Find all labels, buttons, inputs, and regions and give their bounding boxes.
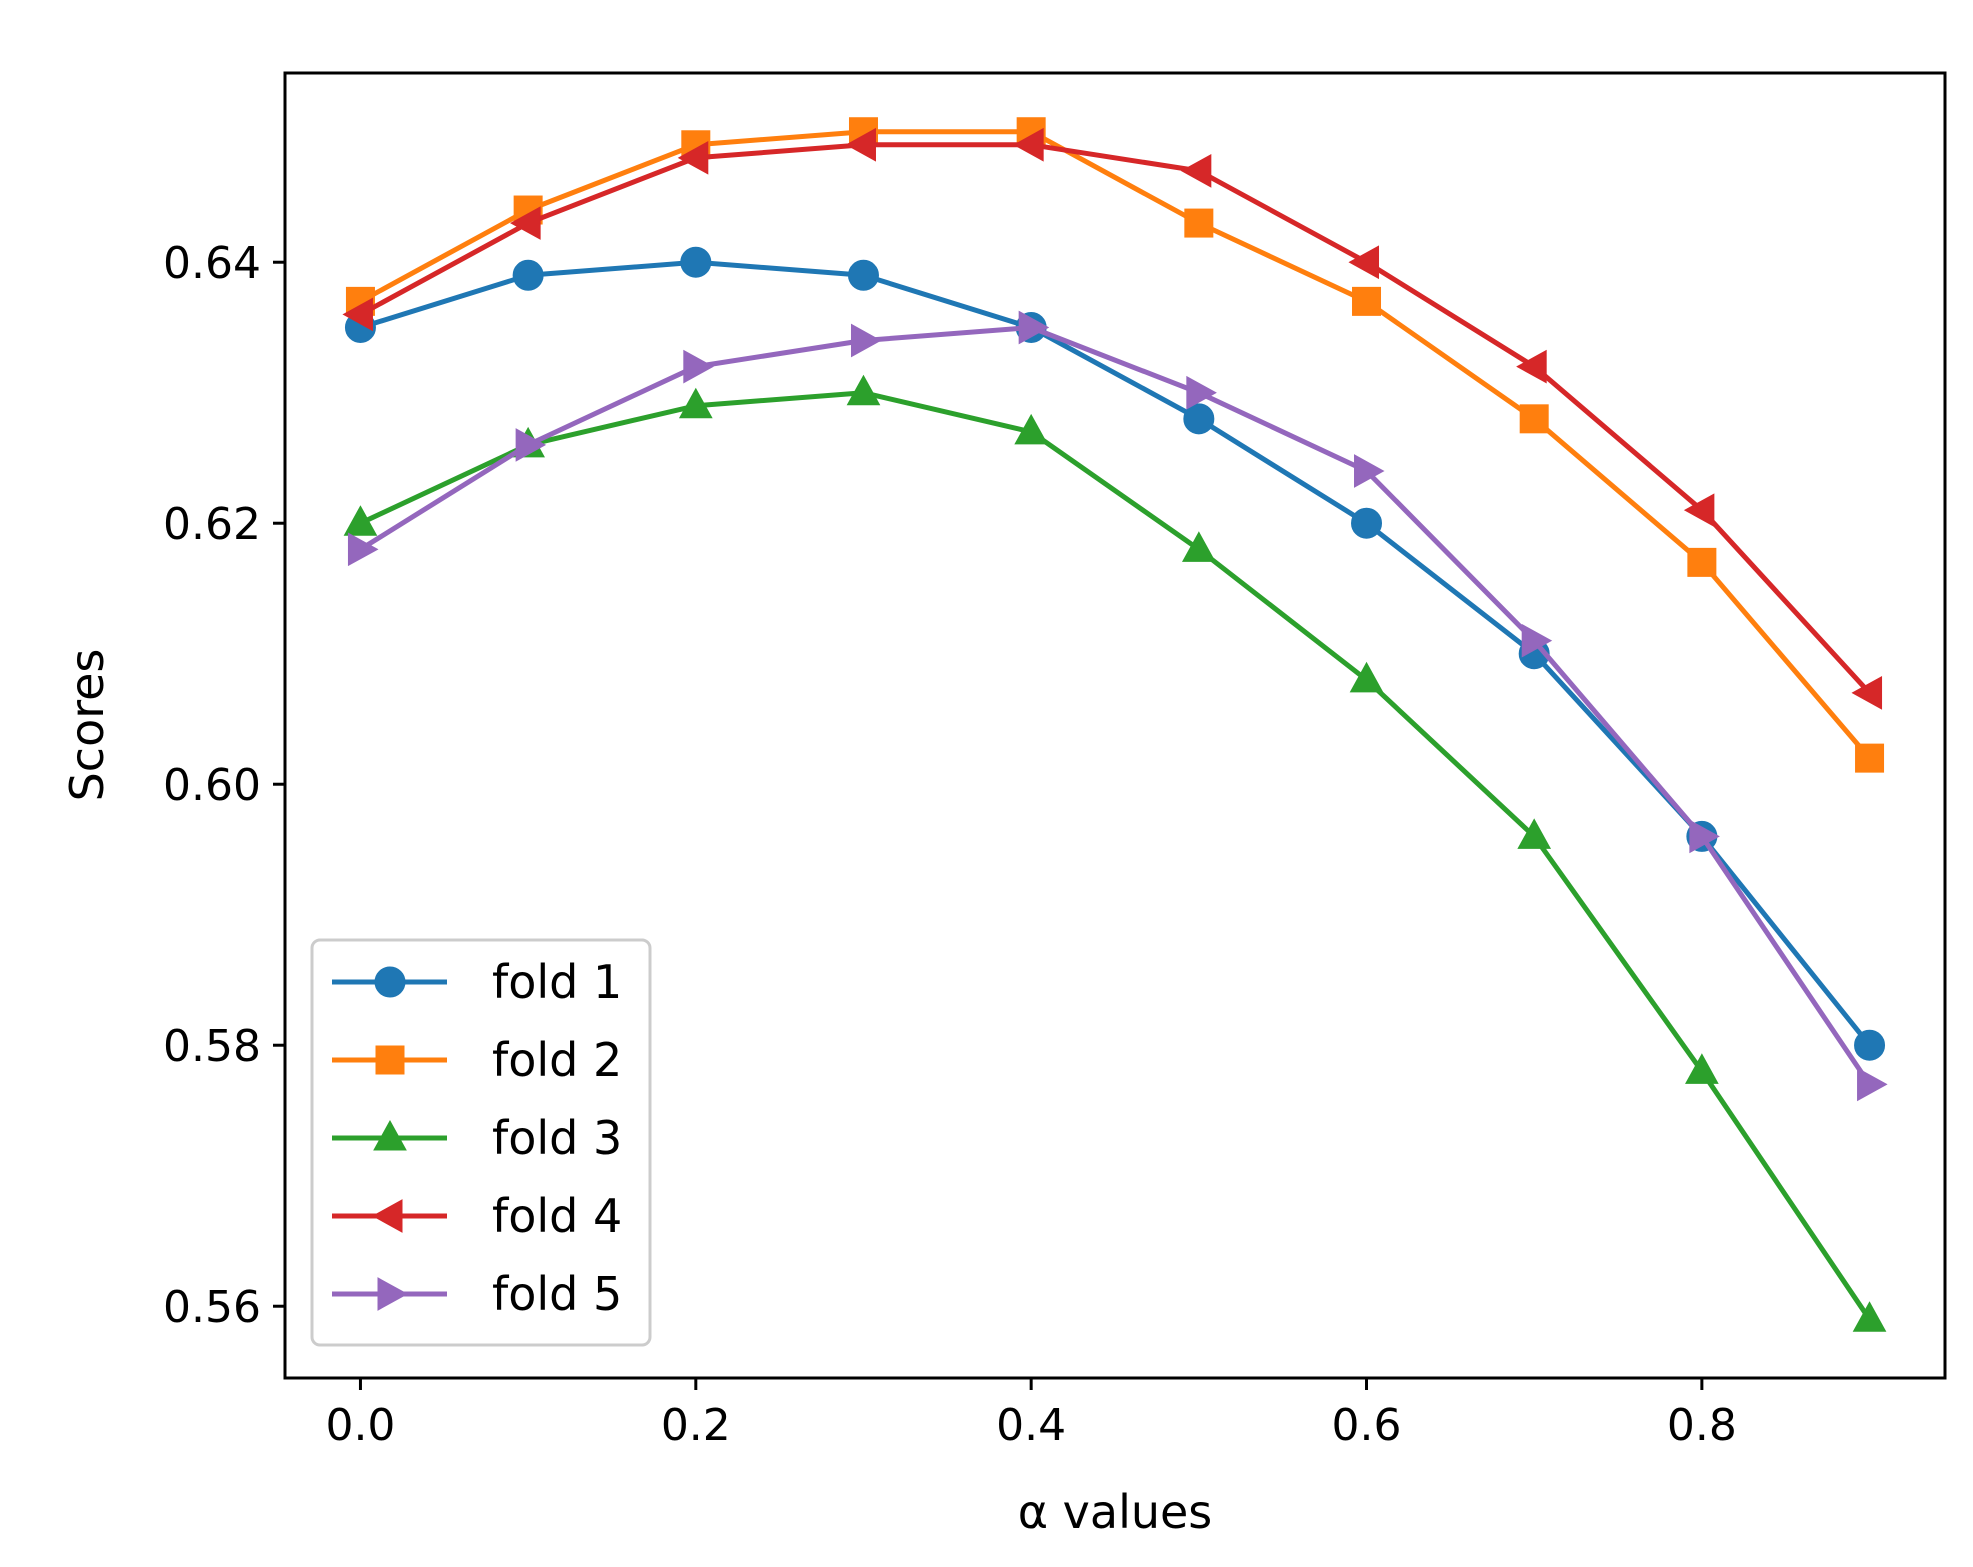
series-3-point-6	[1349, 661, 1384, 693]
series-3-line	[359, 390, 1872, 1321]
legend-item: fold 1	[332, 955, 622, 1009]
y-tick-label: 0.58	[163, 1021, 261, 1072]
x-tick-label: 0.4	[996, 1400, 1066, 1451]
legend-box	[310, 938, 652, 1347]
series-1-point-2	[680, 246, 712, 278]
series-2-point-6	[1352, 286, 1382, 316]
series-3-point-9	[1852, 1301, 1887, 1332]
series-4-point-1	[510, 206, 541, 240]
legend-label: fold 3	[492, 1111, 622, 1165]
series-5-line	[359, 325, 1872, 1086]
y-tick-label: 0.64	[163, 238, 261, 289]
series-4-point-7	[1516, 349, 1547, 384]
series-5	[347, 310, 1888, 1102]
x-tick-label: 0.0	[325, 1400, 395, 1451]
series-5-point-6	[1354, 454, 1385, 488]
series-2-point-9	[1855, 743, 1885, 773]
legend-item: fold 5	[332, 1267, 622, 1321]
series-5-point-3	[850, 323, 882, 358]
series-2-point-8	[1687, 547, 1717, 577]
series-4-line	[359, 142, 1872, 695]
series-1-line	[359, 259, 1872, 1047]
series-4-point-8	[1683, 493, 1715, 528]
series-2-point-7	[1519, 404, 1549, 434]
x-tick-label: 0.8	[1667, 1400, 1737, 1451]
legend-label: fold 5	[492, 1267, 622, 1321]
legend-marker	[374, 966, 406, 998]
series-1-point-6	[1351, 507, 1383, 539]
series-3-point-2	[678, 387, 713, 419]
series-3-point-8	[1685, 1053, 1719, 1084]
plot-frame	[283, 71, 1947, 1380]
series-3-point-0	[343, 505, 378, 536]
legend-label: fold 1	[492, 955, 622, 1009]
legend-label: fold 4	[492, 1189, 622, 1243]
series-3-point-7	[1517, 818, 1552, 849]
series-5-point-4	[1018, 310, 1050, 345]
series-3-point-4	[1014, 413, 1049, 445]
series-4-point-4	[1013, 127, 1044, 162]
series-5-point-7	[1521, 623, 1553, 658]
x-tick-label: 0.6	[1332, 1400, 1402, 1451]
series-5-point-8	[1689, 819, 1720, 854]
legend-marker	[371, 1199, 403, 1233]
y-axis-label: Scores	[60, 649, 114, 802]
x-axis-label: α values	[1018, 1485, 1213, 1539]
x-tick-label: 0.2	[661, 1400, 731, 1451]
series-4-point-5	[1180, 154, 1212, 188]
series-4	[342, 127, 1883, 710]
y-tick-label: 0.60	[163, 760, 261, 811]
ticks-layer: 0.0 0.2 0.4 0.6 0.8 0.56 0.58 0.60 0.62 0.64	[163, 238, 1737, 1451]
series-5-point-5	[1186, 375, 1217, 410]
legend-label: fold 2	[492, 1033, 622, 1087]
series-5-point-0	[347, 532, 379, 567]
y-tick-label: 0.62	[163, 499, 261, 550]
y-tick-label: 0.56	[163, 1282, 261, 1333]
series-4-point-0	[342, 297, 373, 332]
series-2-point-5	[1184, 208, 1214, 238]
series-5-point-9	[1857, 1067, 1888, 1102]
legend-marker	[375, 1045, 405, 1075]
series-1-point-5	[1183, 403, 1215, 435]
series-2-line	[359, 129, 1872, 760]
legend-marker	[373, 1119, 407, 1151]
series-4-point-6	[1348, 245, 1380, 280]
legend-item: fold 4	[332, 1189, 622, 1243]
legend: fold 1 fold 2 fold 3 fold 4 fold 5	[310, 938, 652, 1347]
series-4-point-3	[845, 127, 876, 162]
series-layer	[342, 117, 1888, 1332]
legend-marker	[377, 1277, 409, 1311]
series-3-point-3	[846, 374, 881, 406]
series-5-point-2	[683, 349, 714, 384]
series-1-point-1	[512, 259, 544, 291]
series-1-point-9	[1854, 1029, 1886, 1061]
series-3-point-5	[1181, 531, 1216, 562]
series-4-point-2	[677, 140, 709, 175]
legend-item: fold 3	[332, 1111, 622, 1165]
series-5-point-1	[515, 428, 547, 462]
legend-item: fold 2	[332, 1033, 622, 1087]
series-1-point-3	[847, 259, 879, 291]
series-4-point-9	[1851, 676, 1883, 710]
